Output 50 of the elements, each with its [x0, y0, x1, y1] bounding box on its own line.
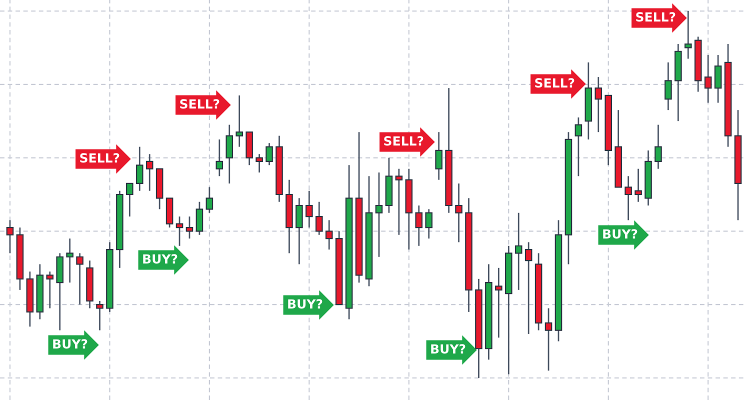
annotation: BUY?	[288, 299, 322, 309]
candlestick	[325, 219, 333, 250]
annotation: SELL?	[180, 99, 220, 109]
candlestick	[196, 201, 204, 236]
candlestick	[684, 10, 692, 60]
candlestick	[704, 54, 712, 104]
candlestick	[296, 197, 303, 265]
candlestick	[226, 124, 234, 184]
annotation: BUY?	[603, 229, 638, 239]
candlestick	[136, 146, 144, 192]
candlestick	[455, 182, 462, 243]
candlestick	[146, 153, 154, 192]
candlestick	[524, 242, 532, 335]
annotation: BUY?	[431, 344, 466, 354]
candlestick	[664, 62, 672, 111]
candlestick	[186, 216, 194, 240]
candlestick	[256, 153, 263, 174]
candlestick	[435, 131, 442, 181]
candlestick	[415, 204, 423, 247]
candlestick	[714, 54, 722, 104]
annotation: SELL?	[535, 78, 574, 88]
candlestick	[495, 267, 502, 338]
candlestick	[574, 116, 582, 177]
candlestick	[216, 138, 224, 177]
annotation: BUY?	[143, 254, 178, 264]
candlestick	[46, 270, 54, 309]
candlestick	[425, 208, 432, 240]
candlestick	[76, 252, 84, 306]
annotation: BUY?	[53, 339, 88, 349]
annotation: SELL?	[384, 136, 424, 146]
candlestick	[236, 94, 244, 148]
candlestick	[624, 175, 632, 221]
candlestick	[514, 212, 522, 291]
candlestick	[306, 190, 313, 228]
candlestick	[96, 300, 104, 331]
candlestick	[594, 76, 602, 133]
candlestick	[395, 168, 403, 236]
candlestick	[66, 238, 74, 284]
annotation: SELL?	[80, 153, 120, 163]
candlestick	[6, 219, 14, 254]
candlestick	[375, 172, 383, 258]
annotation: SELL?	[636, 12, 676, 22]
candlestick	[315, 201, 323, 236]
candlestick	[126, 182, 134, 218]
candlestick	[634, 168, 642, 203]
candlestick	[176, 216, 184, 247]
candlestick	[654, 124, 662, 170]
candlestick	[266, 142, 273, 166]
candlestick	[544, 308, 552, 372]
candlestick	[206, 186, 214, 214]
